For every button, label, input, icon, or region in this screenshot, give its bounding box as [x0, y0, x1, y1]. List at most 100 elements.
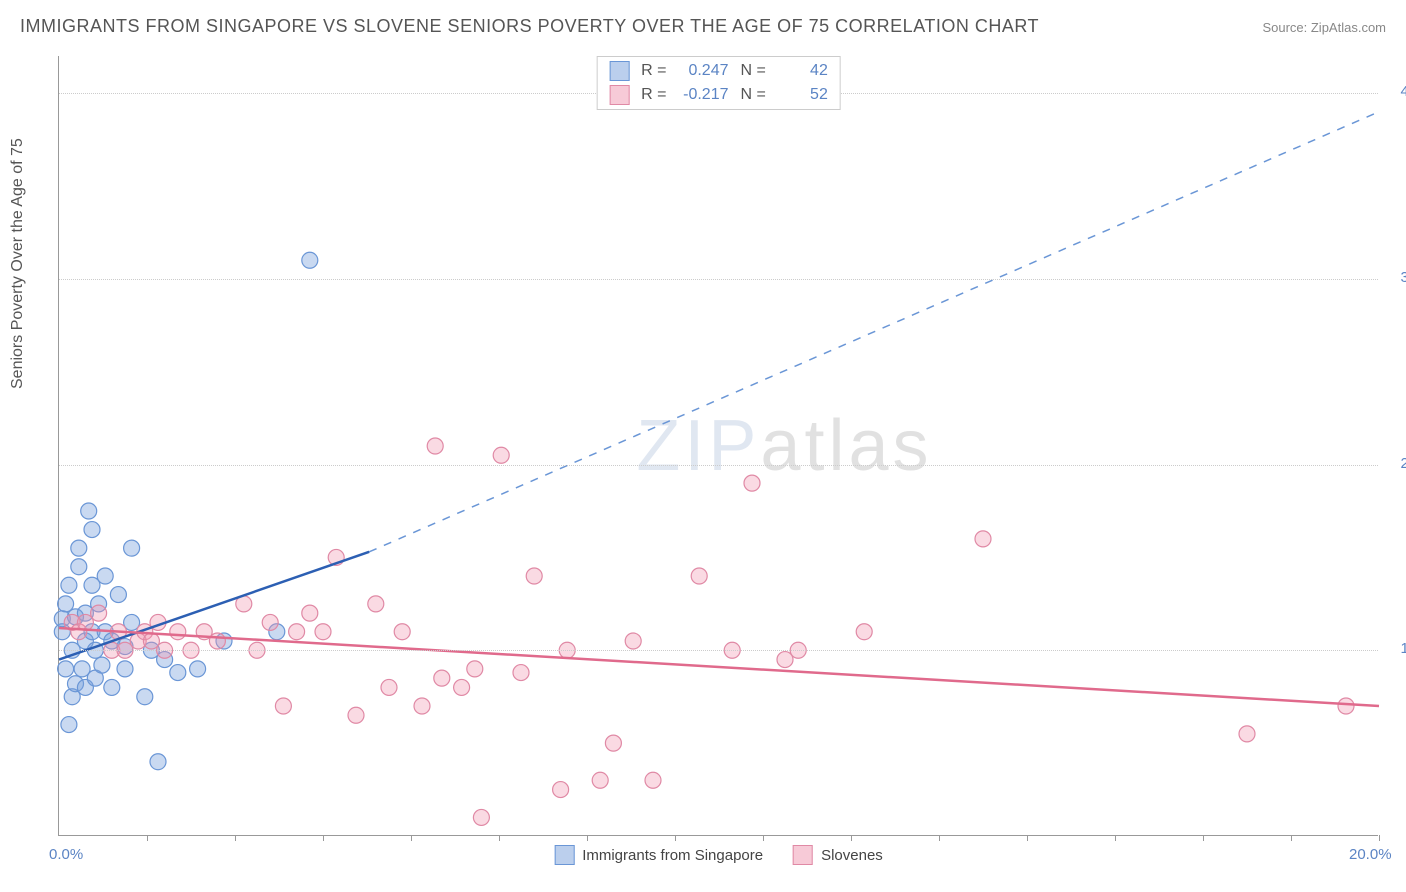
r-label: R =	[641, 62, 666, 80]
data-point	[94, 657, 110, 673]
data-point	[84, 522, 100, 538]
data-point	[170, 665, 186, 681]
scatter-svg	[59, 56, 1378, 835]
gridline	[59, 650, 1378, 651]
data-point	[302, 252, 318, 268]
legend-label-singapore: Immigrants from Singapore	[582, 847, 763, 864]
data-point	[526, 568, 542, 584]
data-point	[381, 679, 397, 695]
data-point	[124, 540, 140, 556]
data-point	[209, 633, 225, 649]
trendline-slovenes	[59, 628, 1379, 706]
n-label: N =	[741, 86, 766, 104]
n-value-singapore: 42	[778, 62, 828, 80]
gridline	[59, 465, 1378, 466]
x-tick-mark	[675, 835, 676, 841]
series-legend: Immigrants from Singapore Slovenes	[554, 845, 883, 865]
x-tick-mark	[323, 835, 324, 841]
data-point	[553, 782, 569, 798]
data-point	[691, 568, 707, 584]
correlation-legend: R = 0.247 N = 42 R = -0.217 N = 52	[596, 56, 841, 110]
data-point	[150, 754, 166, 770]
y-tick-label: 20.0%	[1388, 455, 1406, 472]
y-tick-label: 10.0%	[1388, 640, 1406, 657]
legend-item-singapore: Immigrants from Singapore	[554, 845, 763, 865]
data-point	[493, 447, 509, 463]
data-point	[434, 670, 450, 686]
data-point	[473, 809, 489, 825]
trendline-singapore-dashed	[369, 112, 1379, 552]
x-tick-mark	[411, 835, 412, 841]
n-value-slovenes: 52	[778, 86, 828, 104]
r-value-slovenes: -0.217	[679, 86, 729, 104]
chart-plot-area: ZIPatlas R = 0.247 N = 42 R = -0.217 N =…	[58, 56, 1378, 836]
gridline	[59, 279, 1378, 280]
data-point	[856, 624, 872, 640]
x-tick-mark	[147, 835, 148, 841]
data-point	[1239, 726, 1255, 742]
data-point	[275, 698, 291, 714]
data-point	[110, 587, 126, 603]
data-point	[61, 577, 77, 593]
swatch-blue	[554, 845, 574, 865]
y-tick-label: 40.0%	[1388, 83, 1406, 100]
data-point	[170, 624, 186, 640]
legend-row-slovenes: R = -0.217 N = 52	[597, 83, 840, 107]
data-point	[71, 559, 87, 575]
source-attribution: Source: ZipAtlas.com	[1262, 20, 1386, 35]
y-axis-label: Seniors Poverty Over the Age of 75	[9, 138, 27, 389]
data-point	[117, 661, 133, 677]
data-point	[975, 531, 991, 547]
x-tick-mark	[763, 835, 764, 841]
data-point	[81, 503, 97, 519]
data-point	[302, 605, 318, 621]
swatch-pink	[609, 85, 629, 105]
x-tick-mark	[1291, 835, 1292, 841]
n-label: N =	[741, 62, 766, 80]
x-tick-mark	[939, 835, 940, 841]
data-point	[190, 661, 206, 677]
data-point	[104, 679, 120, 695]
data-point	[427, 438, 443, 454]
swatch-pink	[793, 845, 813, 865]
data-point	[368, 596, 384, 612]
x-tick-label: 0.0%	[49, 846, 83, 863]
data-point	[71, 540, 87, 556]
data-point	[625, 633, 641, 649]
swatch-blue	[609, 61, 629, 81]
data-point	[97, 568, 113, 584]
data-point	[262, 614, 278, 630]
data-point	[315, 624, 331, 640]
data-point	[137, 689, 153, 705]
data-point	[454, 679, 470, 695]
data-point	[592, 772, 608, 788]
legend-label-slovenes: Slovenes	[821, 847, 883, 864]
x-tick-mark	[1027, 835, 1028, 841]
y-tick-label: 30.0%	[1388, 269, 1406, 286]
data-point	[414, 698, 430, 714]
r-value-singapore: 0.247	[679, 62, 729, 80]
data-point	[394, 624, 410, 640]
r-label: R =	[641, 86, 666, 104]
chart-title: IMMIGRANTS FROM SINGAPORE VS SLOVENE SEN…	[20, 16, 1039, 37]
x-tick-label: 20.0%	[1349, 846, 1392, 863]
data-point	[605, 735, 621, 751]
x-tick-mark	[1203, 835, 1204, 841]
legend-item-slovenes: Slovenes	[793, 845, 883, 865]
data-point	[289, 624, 305, 640]
data-point	[645, 772, 661, 788]
data-point	[61, 717, 77, 733]
data-point	[58, 661, 74, 677]
data-point	[513, 665, 529, 681]
x-tick-mark	[235, 835, 236, 841]
legend-row-singapore: R = 0.247 N = 42	[597, 59, 840, 83]
x-tick-mark	[1379, 835, 1380, 841]
data-point	[348, 707, 364, 723]
x-tick-mark	[1115, 835, 1116, 841]
data-point	[91, 605, 107, 621]
data-point	[744, 475, 760, 491]
x-tick-mark	[499, 835, 500, 841]
x-tick-mark	[587, 835, 588, 841]
x-tick-mark	[851, 835, 852, 841]
data-point	[467, 661, 483, 677]
